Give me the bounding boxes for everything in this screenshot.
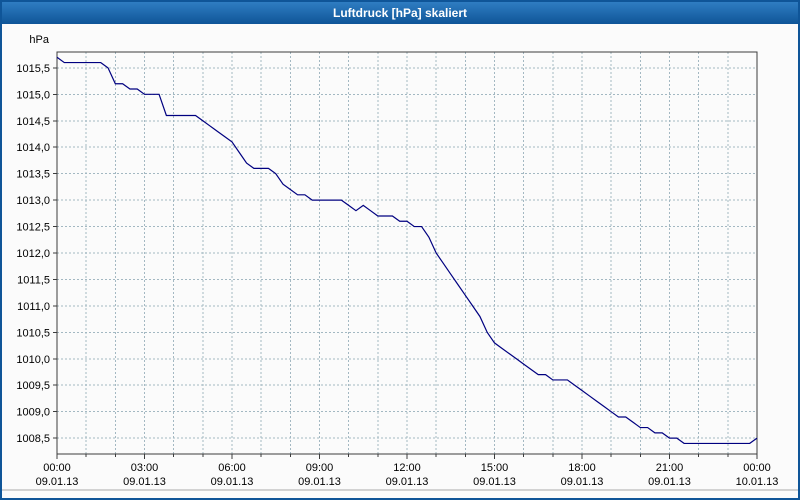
axis-labels: 1015,5 1015,0 1014,5 1014,0 1013,5 1013,0 1012… [16, 34, 778, 488]
x-axis-time-label: 12:00 [393, 462, 421, 474]
x-axis-date-label: 09.01.13 [386, 476, 429, 488]
y-axis-tick-label: 1015,5 [16, 63, 50, 75]
y-axis-tick-label: 1015,0 [16, 89, 50, 101]
pressure-line-chart: 1015,5 1015,0 1014,5 1014,0 1013,5 1013,0 1012… [2, 34, 798, 491]
y-axis-tick-label: 1014,0 [16, 142, 50, 154]
gridlines [57, 52, 757, 454]
y-axis-tick-label: 1010,0 [16, 354, 50, 366]
y-axis-tick-label: 1013,0 [16, 195, 50, 207]
axis-ticks [53, 67, 758, 459]
window-title-bar: Luftdruck [hPa] skaliert [2, 2, 798, 24]
y-axis-tick-label: 1012,5 [16, 222, 50, 234]
y-axis-tick-label: 1013,5 [16, 169, 50, 181]
x-axis-time-label: 09:00 [306, 462, 334, 474]
x-axis-date-label: 09.01.13 [648, 476, 691, 488]
x-axis-time-label: 00:00 [743, 462, 771, 474]
y-axis-tick-label: 1014,5 [16, 116, 50, 128]
x-axis-date-label: 10.01.13 [736, 476, 779, 488]
y-axis-tick-label: 1011,5 [17, 274, 50, 286]
x-axis-date-label: 09.01.13 [473, 476, 516, 488]
x-axis-date-label: 09.01.13 [298, 476, 341, 488]
x-axis-date-label: 09.01.13 [36, 476, 79, 488]
pressure-series-line [56, 56, 758, 445]
window-title: Luftdruck [hPa] skaliert [332, 6, 468, 20]
data-series [56, 56, 758, 445]
y-axis-unit-label: hPa [29, 34, 49, 46]
y-axis-tick-label: 1010,5 [16, 327, 50, 339]
x-axis-time-label: 00:00 [43, 462, 71, 474]
x-axis-date-label: 09.01.13 [561, 476, 604, 488]
y-axis-tick-label: 1009,5 [16, 380, 50, 392]
x-axis-time-label: 06:00 [218, 462, 246, 474]
y-axis-tick-label: 1009,0 [16, 407, 50, 419]
x-axis-date-label: 09.01.13 [211, 476, 254, 488]
chart-panel: 1015,5 1015,0 1014,5 1014,0 1013,5 1013,0 1012… [2, 24, 798, 498]
x-axis-time-label: 21:00 [656, 462, 684, 474]
y-axis-tick-label: 1012,0 [16, 248, 50, 260]
x-axis-time-label: 15:00 [481, 462, 509, 474]
x-axis-date-label: 09.01.13 [123, 476, 166, 488]
x-axis-time-label: 18:00 [568, 462, 596, 474]
y-axis-tick-label: 1011,0 [17, 301, 50, 313]
y-axis-tick-label: 1008,5 [16, 433, 50, 445]
x-axis-time-label: 03:00 [131, 462, 159, 474]
